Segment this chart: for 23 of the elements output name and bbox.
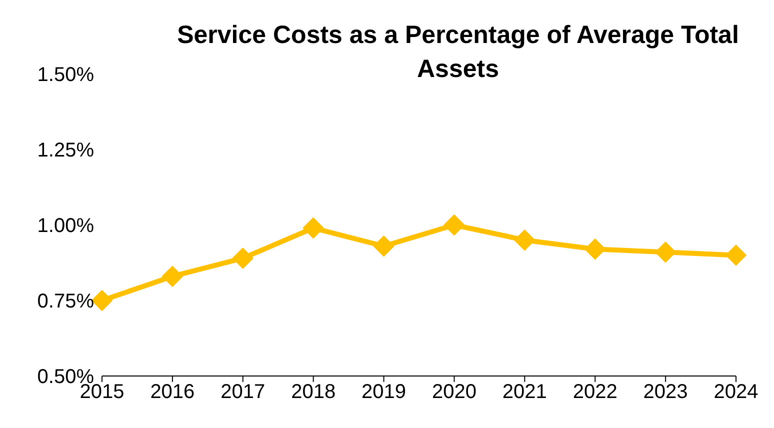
x-tick-label: 2024 (714, 381, 758, 404)
point (302, 218, 324, 239)
x-tick-label: 2017 (220, 381, 266, 404)
x-tick-label: 2016 (150, 381, 195, 404)
point (232, 248, 254, 269)
point (584, 238, 606, 260)
chart-title: Service Costs as a Percentage of Average Total Assets (176, 20, 740, 85)
x-tick-label: 2019 (362, 381, 406, 404)
y-tick-label: 1.25% (37, 140, 94, 162)
point (92, 290, 112, 311)
x-tick-label: 2021 (502, 381, 547, 404)
point (444, 214, 465, 236)
point (726, 244, 746, 266)
x-tick-label: 2023 (643, 381, 688, 404)
x-tick-label: 2020 (432, 381, 476, 404)
y-tick-label: 1.50% (37, 64, 94, 86)
y-tick-label: 0.75% (37, 290, 94, 313)
x-tick-label: 2022 (572, 381, 618, 404)
point (373, 236, 394, 257)
point (514, 230, 536, 251)
point (162, 266, 183, 287)
x-tick-label: 2018 (291, 381, 336, 404)
y-tick-label: 1.00% (37, 215, 94, 238)
